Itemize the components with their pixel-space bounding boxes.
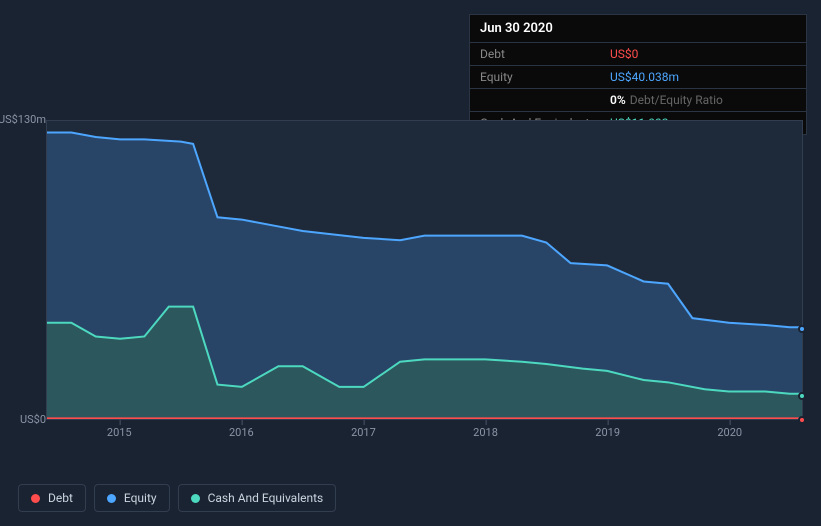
x-axis-tick: 2016 <box>229 426 254 439</box>
legend-dot-icon <box>191 494 200 503</box>
chart-plot-area[interactable] <box>46 120 803 420</box>
tooltip-row-value: US$0 <box>610 47 796 61</box>
tooltip-row: DebtUS$0 <box>470 42 806 65</box>
legend-dot-icon <box>107 494 116 503</box>
legend-label: Equity <box>124 491 157 505</box>
x-axis-tick: 2018 <box>473 426 498 439</box>
tooltip-row-label <box>480 93 610 107</box>
cash-end-marker <box>798 392 806 400</box>
legend-item-equity[interactable]: Equity <box>94 484 170 512</box>
tooltip-box: Jun 30 2020 DebtUS$0EquityUS$40.038m0%De… <box>469 14 807 135</box>
legend-label: Debt <box>48 491 73 505</box>
tooltip-row-label: Equity <box>480 70 610 84</box>
x-axis: 2015 2016 2017 2018 2019 2020 <box>46 420 803 444</box>
legend: Debt Equity Cash And Equivalents <box>18 484 336 512</box>
y-axis-label: US$0 <box>20 413 46 426</box>
legend-item-debt[interactable]: Debt <box>18 484 86 512</box>
tooltip-row-value: 0%Debt/Equity Ratio <box>610 93 796 107</box>
tooltip-row: 0%Debt/Equity Ratio <box>470 88 806 111</box>
x-axis-tick: 2019 <box>595 426 620 439</box>
tooltip-row-label: Debt <box>480 47 610 61</box>
tooltip-row: EquityUS$40.038m <box>470 65 806 88</box>
x-axis-tick: 2020 <box>717 426 742 439</box>
legend-label: Cash And Equivalents <box>208 491 324 505</box>
legend-item-cash-and-equivalents[interactable]: Cash And Equivalents <box>178 484 337 512</box>
y-axis-label: US$130m <box>0 113 46 126</box>
legend-dot-icon <box>31 494 40 503</box>
chart-container: US$130mUS$0 201520162017201820192020 <box>18 120 803 444</box>
chart-svg <box>47 121 802 419</box>
x-axis-tick: 2017 <box>351 426 376 439</box>
tooltip-date: Jun 30 2020 <box>470 15 806 42</box>
x-axis-tick: 2015 <box>107 426 132 439</box>
equity-end-marker <box>798 325 806 333</box>
tooltip-row-value: US$40.038m <box>610 70 796 84</box>
